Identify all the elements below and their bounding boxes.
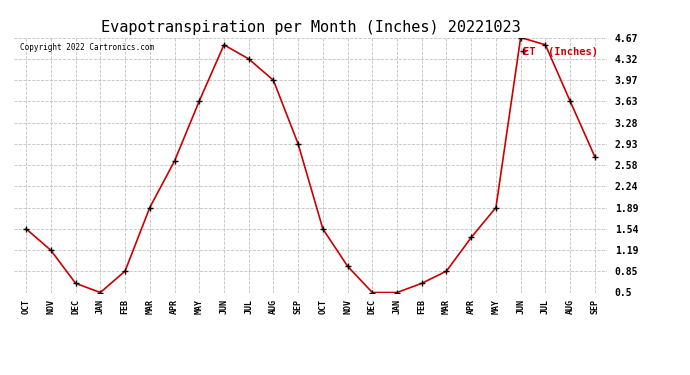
Title: Evapotranspiration per Month (Inches) 20221023: Evapotranspiration per Month (Inches) 20… <box>101 20 520 35</box>
Text: Copyright 2022 Cartronics.com: Copyright 2022 Cartronics.com <box>20 43 154 52</box>
ET  (Inches) <box>72 281 80 286</box>
ET  (Inches) <box>442 269 451 273</box>
ET  (Inches) <box>294 142 302 146</box>
ET  (Inches) <box>566 99 574 104</box>
ET  (Inches) <box>319 226 327 231</box>
ET  (Inches) <box>96 290 104 295</box>
ET  (Inches) <box>591 154 599 159</box>
ET  (Inches) <box>368 290 377 295</box>
ET  (Inches) <box>244 57 253 61</box>
Line: ET  (Inches): ET (Inches) <box>23 34 598 296</box>
ET  (Inches) <box>269 78 277 82</box>
ET  (Inches) <box>22 226 30 231</box>
ET  (Inches) <box>393 290 401 295</box>
ET  (Inches) <box>47 248 55 252</box>
Legend: ET  (Inches): ET (Inches) <box>519 43 602 61</box>
ET  (Inches) <box>121 269 129 273</box>
ET  (Inches) <box>467 235 475 240</box>
ET  (Inches) <box>220 43 228 47</box>
ET  (Inches) <box>492 205 500 210</box>
ET  (Inches) <box>195 99 204 104</box>
ET  (Inches) <box>417 281 426 286</box>
ET  (Inches) <box>344 264 352 268</box>
ET  (Inches) <box>146 205 154 210</box>
ET  (Inches) <box>170 159 179 163</box>
ET  (Inches) <box>541 43 549 47</box>
ET  (Inches) <box>517 35 525 40</box>
